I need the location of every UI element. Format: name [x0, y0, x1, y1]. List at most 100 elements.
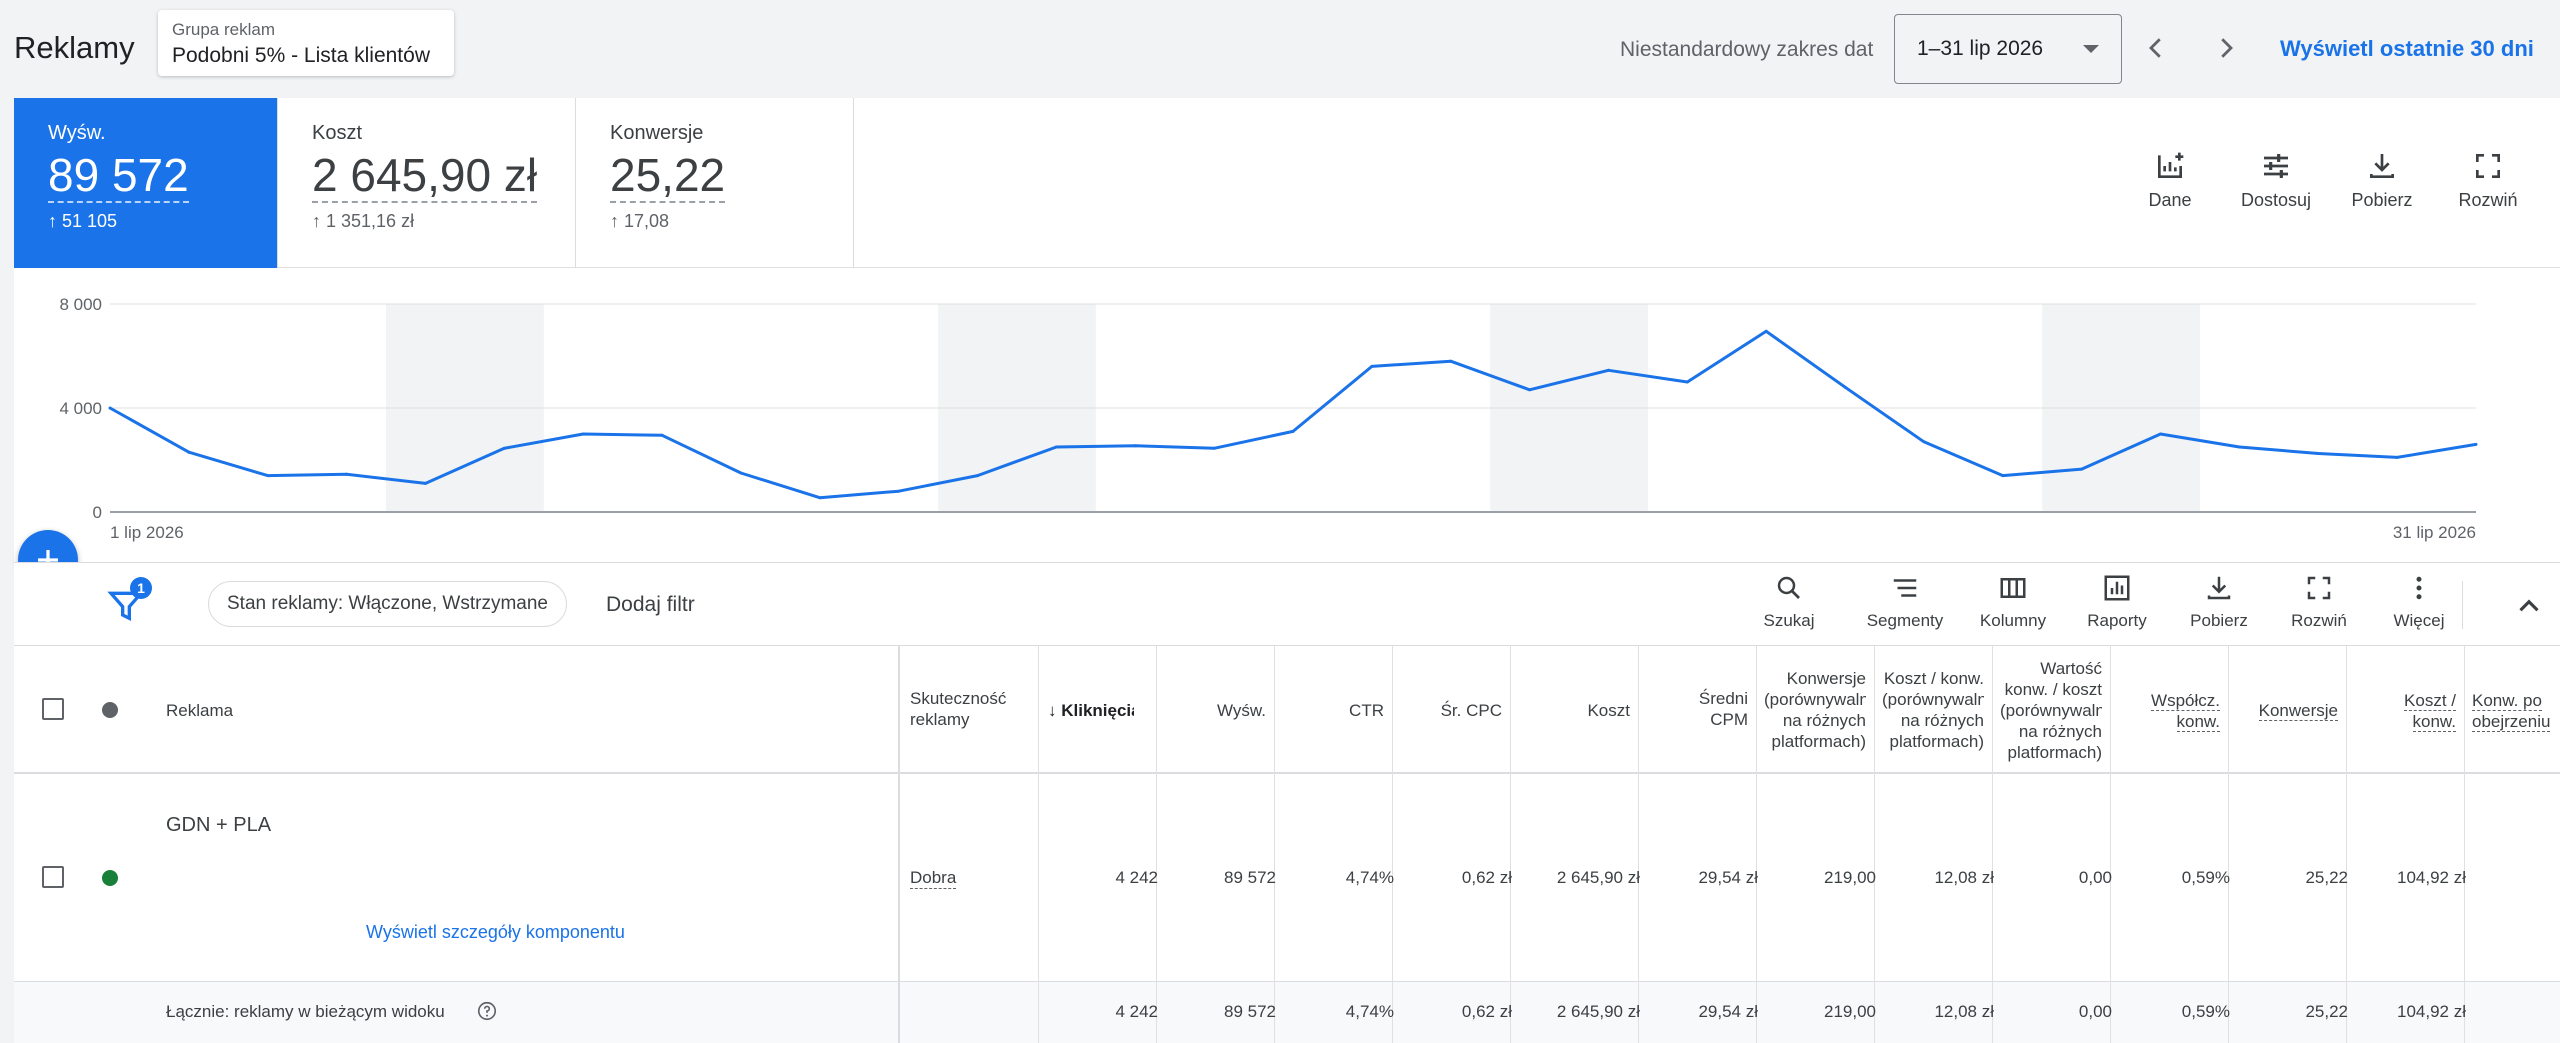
collapse-chevron-icon[interactable]: [2512, 589, 2546, 623]
chevron-right-icon: [2221, 38, 2233, 58]
column-divider: [2464, 646, 2465, 1043]
expand-button[interactable]: Rozwiń: [2438, 150, 2538, 211]
more-button[interactable]: Więcej: [2364, 573, 2474, 631]
header-text: Konwersje: [2258, 701, 2338, 721]
header-clicks[interactable]: ↓ Kliknięcia: [1048, 700, 1134, 721]
header-line: (porównywalne: [2000, 701, 2102, 720]
tool-label: Kolumny: [1979, 611, 2047, 630]
header-avg-cpc[interactable]: Śr. CPC: [1440, 701, 1502, 720]
fullscreen-icon: [2307, 576, 2331, 600]
ad-group-label: Grupa reklam: [172, 20, 275, 39]
filter-count-badge: 1: [130, 577, 152, 599]
data-point: [1685, 380, 1689, 384]
add-filter-button[interactable]: Dodaj filtr: [606, 593, 695, 616]
column-divider: [1156, 646, 1157, 1043]
header-line: reklamy: [910, 710, 970, 729]
metric-delta: ↑ 1 351,16 zł: [312, 211, 415, 232]
header-text: Kliknięcia: [1061, 701, 1134, 720]
download-table-button[interactable]: Pobierz: [2164, 573, 2274, 631]
total-conversions: 25,22: [2305, 1002, 2348, 1021]
metric-cost[interactable]: Koszt 2 645,90 zł ↑ 1 351,16 zł: [278, 98, 576, 268]
header-value-cross[interactable]: Wartość konw. / koszt (porównywalne na r…: [2000, 658, 2102, 763]
header-view-conv[interactable]: Konw. po obejrzeniu: [2472, 690, 2560, 732]
header-ad[interactable]: Reklama: [166, 701, 234, 720]
data-point: [2316, 452, 2320, 455]
segments-button[interactable]: Segmenty: [1850, 573, 1960, 631]
tune-icon: [2264, 154, 2288, 178]
total-cost-conv: 104,92 zł: [2397, 1002, 2466, 1021]
cell-avg-cpm: 29,54 zł: [1698, 868, 1758, 887]
select-all-checkbox[interactable]: [42, 698, 64, 720]
data-point: [1054, 445, 1058, 449]
metric-delta: ↑ 17,08: [610, 211, 670, 232]
header-conv-cross[interactable]: Konwersje (porównywalne na różnych platf…: [1764, 668, 1866, 752]
ad-group-selector[interactable]: Grupa reklam Podobni 5% - Lista klientów: [158, 10, 454, 76]
total-label: Łącznie: reklamy w bieżącym widoku: [166, 1002, 445, 1021]
date-range-select[interactable]: 1–31 lip 2026: [1894, 14, 2122, 84]
data-point: [1528, 388, 1532, 392]
filter-chip-ad-status[interactable]: Stan reklamy: Włączone, Wstrzymane: [208, 581, 567, 627]
date-range-label: Niestandardowy zakres dat: [1620, 38, 1874, 61]
header-ctr[interactable]: CTR: [1349, 701, 1384, 720]
expand-table-button[interactable]: Rozwiń: [2264, 573, 2374, 631]
column-divider: [1992, 646, 1993, 1043]
header-conv-rate[interactable]: Współcz. konw.: [2118, 690, 2220, 732]
help-icon[interactable]: [476, 1000, 498, 1022]
column-divider: [2110, 646, 2111, 1043]
header-impressions[interactable]: Wyśw.: [1217, 701, 1266, 720]
header-line: obejrzeniu: [2472, 712, 2551, 732]
columns-button[interactable]: Kolumny: [1958, 573, 2068, 631]
status-header-dot: [102, 702, 118, 718]
page-title: Reklamy: [14, 30, 135, 65]
header-cost-conv[interactable]: Koszt / konw.: [2354, 690, 2456, 732]
line-chart: 0 4 000 8 000 1 lip 2026 31 lip 2026: [59, 295, 2478, 542]
data-point: [187, 450, 191, 454]
header-line: Konwersje: [1786, 669, 1866, 688]
dropdown-caret-icon: [2083, 45, 2099, 53]
previous-period-button[interactable]: [2136, 28, 2176, 68]
header-conversions[interactable]: Konwersje: [2236, 700, 2338, 721]
metric-impressions[interactable]: Wyśw. 89 572 ↑ 51 105: [14, 98, 278, 268]
header-cost[interactable]: Koszt: [1587, 701, 1630, 720]
total-avg-cpc: 0,62 zł: [1461, 1002, 1512, 1021]
data-button[interactable]: Dane: [2120, 150, 2220, 211]
top-bar: Reklamy Grupa reklam Podobni 5% - Lista …: [0, 0, 2560, 98]
data-point: [1764, 329, 1768, 333]
data-point: [1449, 359, 1453, 363]
header-cost-per-conv-cross[interactable]: Koszt / konw. (porównywalne na różnych p…: [1882, 668, 1984, 752]
header-line: na różnych: [1782, 711, 1866, 730]
download-button[interactable]: Pobierz: [2332, 150, 2432, 211]
total-conv-cross: 219,00: [1824, 1002, 1876, 1021]
data-point: [1843, 385, 1847, 389]
effectiveness-value[interactable]: Dobra: [910, 868, 957, 889]
customize-button[interactable]: Dostosuj: [2226, 150, 2326, 211]
header-line: (porównywalne: [1882, 690, 1984, 709]
cell-cost-per-conv-cross: 12,08 zł: [1934, 868, 1994, 887]
column-divider: [1510, 646, 1511, 1043]
data-point: [502, 446, 506, 450]
data-point: [739, 471, 743, 475]
table-row[interactable]: [14, 774, 2560, 982]
ad-name[interactable]: GDN + PLA: [166, 814, 272, 836]
total-cost-per-conv-cross: 12,08 zł: [1934, 1002, 1994, 1021]
tool-label: Pobierz: [2351, 190, 2413, 210]
next-period-button[interactable]: [2206, 28, 2246, 68]
component-details-link[interactable]: Wyświetl szczegóły komponentu: [366, 922, 625, 942]
metric-value: 25,22: [610, 151, 726, 204]
header-line: Koszt /: [2404, 691, 2456, 711]
columns-icon: [2000, 578, 2026, 598]
data-point: [423, 481, 427, 485]
metric-conversions[interactable]: Konwersje 25,22 ↑ 17,08: [576, 98, 854, 268]
row-checkbox[interactable]: [42, 866, 64, 888]
tool-label: Pobierz: [2190, 611, 2248, 630]
search-button[interactable]: Szukaj: [1734, 573, 1844, 631]
tool-label: Więcej: [2393, 611, 2445, 630]
reports-button[interactable]: Raporty: [2062, 573, 2172, 631]
x-start-label: 1 lip 2026: [110, 523, 184, 542]
last-30-days-link[interactable]: Wyświetl ostatnie 30 dni: [2280, 36, 2534, 61]
header-avg-cpm[interactable]: Średni CPM: [1646, 688, 1748, 730]
toolbar-divider: [2462, 581, 2463, 629]
metric-label: Konwersje: [610, 122, 704, 144]
header-effectiveness[interactable]: Skuteczność reklamy: [910, 688, 1030, 730]
cell-conversions: 25,22: [2305, 868, 2348, 887]
